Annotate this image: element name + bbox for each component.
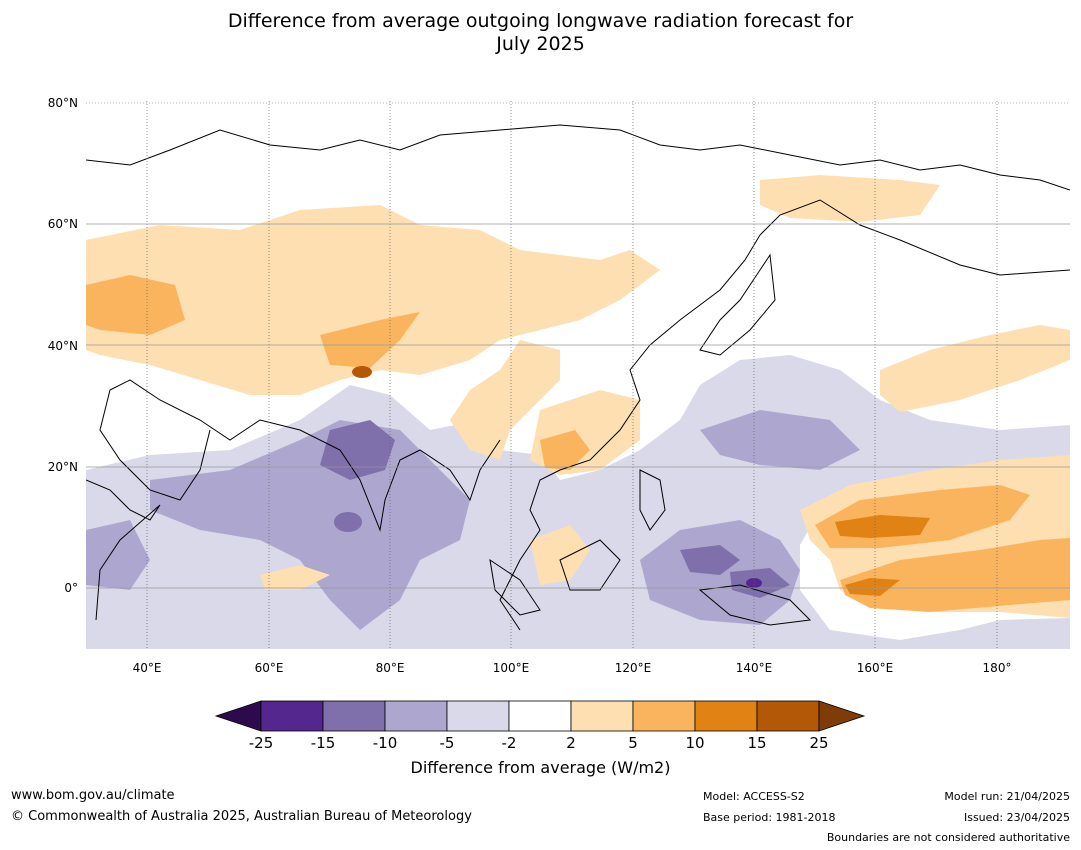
lon-label: 40°E xyxy=(133,661,162,675)
anomaly-region-dark-orange xyxy=(845,578,900,596)
anomaly-region-light-orange xyxy=(760,175,940,222)
colorbar-ticks: -25 -15 -10 -5 -2 2 5 10 15 25 xyxy=(249,734,829,752)
anomaly-region-darkest-orange xyxy=(352,366,372,378)
colorbar-tick-label: -15 xyxy=(311,734,336,752)
colorbar-segment xyxy=(322,700,386,732)
colorbar-tick-label: 2 xyxy=(566,734,576,752)
colorbar-extend-high xyxy=(818,700,866,732)
anomaly-region-deepest-purple xyxy=(746,578,762,588)
lat-label: 80°N xyxy=(48,96,78,110)
lon-label: 60°E xyxy=(255,661,284,675)
coastline-philippines xyxy=(639,469,666,531)
colorbar-segment xyxy=(508,700,572,732)
longitude-labels: 40°E 60°E 80°E 100°E 120°E 140°E 160°E 1… xyxy=(133,661,1012,675)
model-name: Model: ACCESS-S2 xyxy=(703,790,805,803)
colorbar-segment xyxy=(570,700,634,732)
colorbar-tick-label: -5 xyxy=(440,734,455,752)
negative-anomaly-regions xyxy=(86,355,1070,649)
colorbar-tick-label: -25 xyxy=(249,734,274,752)
coastline-sumatra xyxy=(489,558,541,616)
colorbar-tick-label: -10 xyxy=(373,734,398,752)
model-run-date: Model run: 21/04/2025 xyxy=(944,790,1070,803)
anomaly-region-light-orange xyxy=(530,525,590,585)
lon-label: 140°E xyxy=(736,661,773,675)
colorbar-tick-label: 25 xyxy=(809,734,828,752)
issued-date: Issued: 23/04/2025 xyxy=(963,811,1070,824)
coastline-south-asia xyxy=(99,379,501,532)
lon-label: 160°E xyxy=(857,661,894,675)
coastline-japan xyxy=(699,253,776,356)
anomaly-region-orange xyxy=(320,312,420,368)
anomaly-region-light-orange xyxy=(880,325,1070,412)
colorbar-segment xyxy=(446,700,510,732)
colorbar-tick-label: 5 xyxy=(628,734,638,752)
boundaries-disclaimer: Boundaries are not considered authoritat… xyxy=(826,831,1070,844)
anomaly-region-light-orange xyxy=(260,565,330,590)
anomaly-region-light-orange xyxy=(450,340,560,460)
colorbar-tick-label: 10 xyxy=(685,734,704,752)
colorbar-segment xyxy=(632,700,696,732)
lon-label: 120°E xyxy=(615,661,652,675)
colorbar-segment xyxy=(756,700,820,732)
colorbar-extend-low xyxy=(214,700,262,732)
title-line-1: Difference from average outgoing longwav… xyxy=(227,10,854,32)
longitude-gridlines xyxy=(146,101,998,649)
lat-label: 20°N xyxy=(48,460,78,474)
colorbar-segment xyxy=(384,700,448,732)
coastlines xyxy=(86,124,1070,631)
lat-label: 40°N xyxy=(48,339,78,353)
latitude-labels: 80°N 60°N 40°N 20°N 0° xyxy=(48,96,78,595)
anomaly-region-mid-purple xyxy=(700,410,860,470)
colorbar-segment xyxy=(694,700,758,732)
colorbar-label: Difference from average (W/m2) xyxy=(410,758,671,777)
anomaly-region-mid-purple xyxy=(86,520,150,590)
website-link[interactable]: www.bom.gov.au/climate xyxy=(11,788,175,803)
coastline-eurasia-north xyxy=(86,124,1070,191)
lon-label: 180° xyxy=(983,661,1012,675)
anomaly-region-light-orange xyxy=(86,205,660,395)
coastline-new-guinea xyxy=(698,584,812,626)
colorbar-segment xyxy=(260,700,324,732)
lon-label: 80°E xyxy=(376,661,405,675)
colorbar xyxy=(214,700,866,732)
anomaly-region-dark-purple xyxy=(680,545,740,575)
anomaly-region-mid-purple xyxy=(150,420,470,630)
colorbar-tick-label: -2 xyxy=(502,734,517,752)
coastline-borneo xyxy=(559,539,621,591)
coastline-africa-horn xyxy=(86,479,161,621)
title-line-2: July 2025 xyxy=(496,33,585,55)
lon-label: 100°E xyxy=(493,661,530,675)
anomaly-region-dark-purple xyxy=(320,420,395,480)
anomaly-region-dark-orange xyxy=(835,515,930,538)
positive-anomaly-regions xyxy=(86,175,1070,618)
anomaly-region-orange xyxy=(540,430,590,470)
anomaly-region-orange xyxy=(86,275,185,335)
latitude-gridlines xyxy=(86,102,1070,589)
base-period: Base period: 1981-2018 xyxy=(703,811,836,824)
map-area xyxy=(86,101,1070,649)
copyright-text: © Commonwealth of Australia 2025, Austra… xyxy=(11,809,472,824)
lat-label: 0° xyxy=(64,581,78,595)
map-title: Difference from average outgoing longwav… xyxy=(0,10,1081,56)
colorbar-tick-label: 15 xyxy=(747,734,766,752)
anomaly-region-dark-purple xyxy=(334,512,362,532)
lat-label: 60°N xyxy=(48,217,78,231)
anomaly-region-orange xyxy=(840,538,1070,612)
